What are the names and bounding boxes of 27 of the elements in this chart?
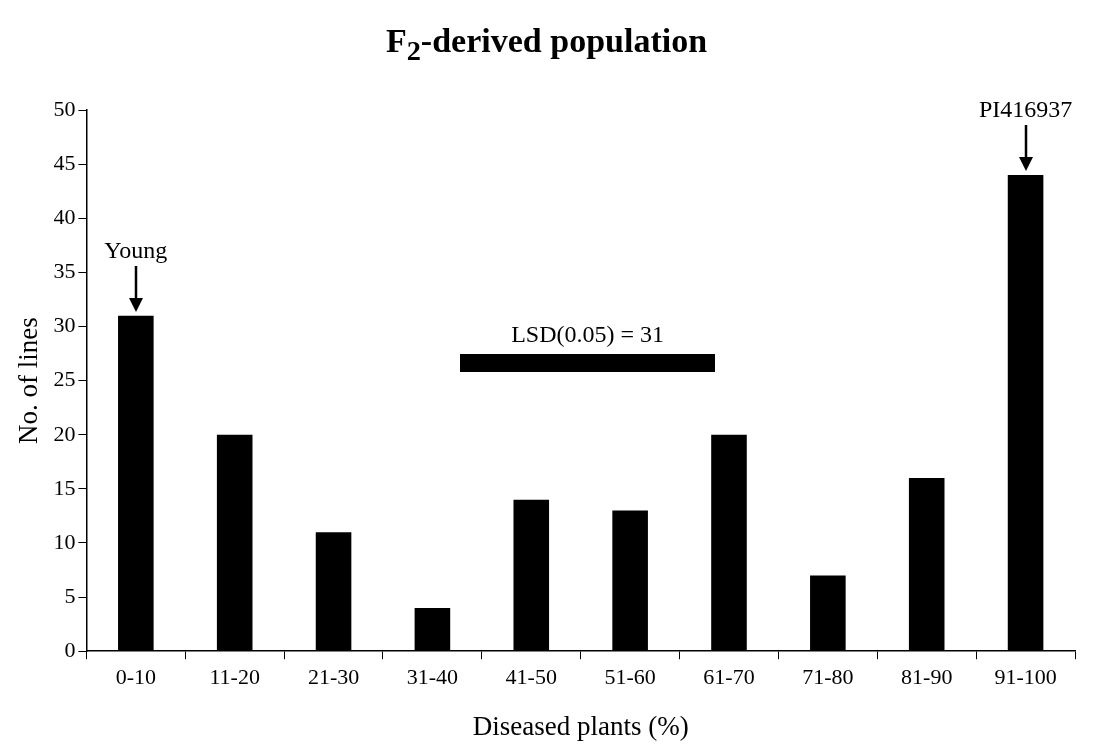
x-tick-label: 21-30: [307, 664, 360, 690]
annotation: PI416937: [978, 96, 1073, 123]
x-tick-label: 31-40: [406, 664, 459, 690]
x-tick-label: 61-70: [703, 664, 755, 690]
x-tick-label: 71-80: [802, 664, 854, 690]
y-tick-label: 20: [53, 420, 76, 446]
x-tick-label: 11-20: [209, 664, 260, 690]
x-tick-label: 81-90: [901, 664, 953, 690]
y-axis-title: No. of lines: [13, 317, 44, 444]
x-tick-label: 41-50: [505, 664, 557, 690]
annotation: Young: [104, 236, 168, 263]
annotation: LSD(0.05) = 31: [511, 320, 665, 347]
y-tick-label: 30: [53, 312, 76, 338]
x-tick-label: 51-60: [604, 664, 656, 690]
y-tick-label: 15: [53, 474, 76, 500]
y-tick-label: 35: [53, 258, 76, 284]
x-axis-title: Diseased plants (%): [472, 710, 689, 741]
y-tick-label: 40: [53, 204, 76, 230]
y-tick-label: 25: [53, 366, 76, 392]
y-tick-label: 0: [64, 636, 76, 662]
x-tick-label: 91-100: [994, 664, 1057, 690]
chart-title: F$_{2}$-derived population: [384, 22, 709, 67]
y-tick-label: 50: [53, 95, 76, 121]
y-tick-label: 45: [53, 149, 76, 175]
x-tick-label: 0-10: [115, 664, 156, 690]
y-tick-label: 5: [64, 582, 76, 608]
y-tick-label: 10: [53, 528, 76, 554]
